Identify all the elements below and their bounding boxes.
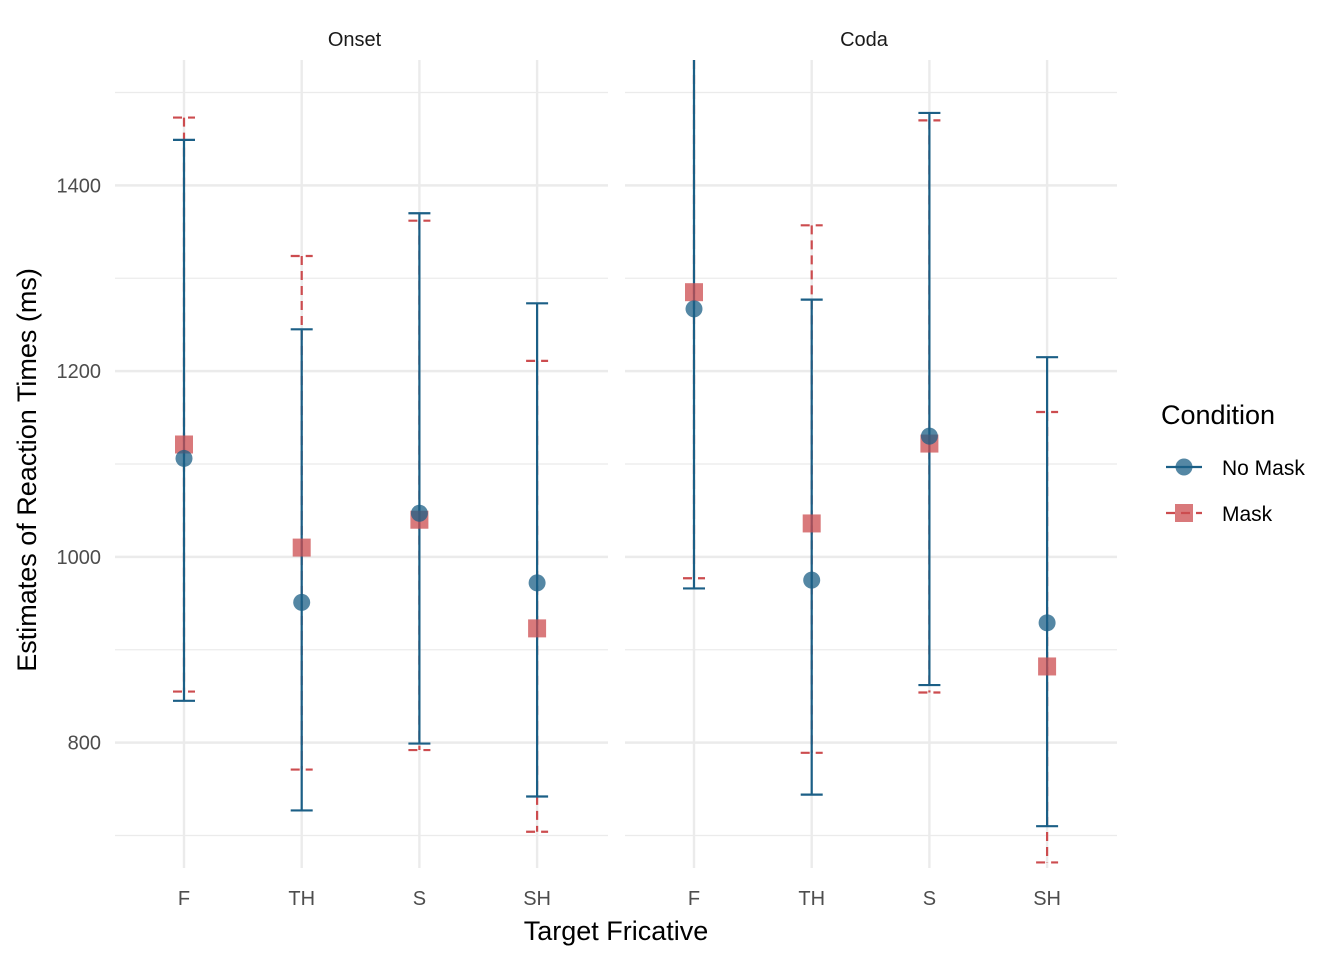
facet-panels: Onset F TH S SH 800 1000 1200 1400 Coda F TH S SH: [57, 29, 1117, 910]
y-tick-label: 1400: [57, 175, 102, 197]
x-tick-label: TH: [798, 888, 825, 910]
x-tick-label: F: [688, 888, 700, 910]
x-tick-label: F: [178, 888, 190, 910]
x-tick-label: SH: [1033, 888, 1061, 910]
data-point-no-mask: [803, 571, 821, 589]
data-point-no-mask: [920, 427, 938, 445]
data-point-no-mask: [1038, 614, 1056, 632]
legend: Condition No Mask Mask: [1161, 400, 1305, 526]
facet-panel-coda: Coda F TH S SH: [625, 29, 1117, 910]
legend-key-square: [1175, 504, 1193, 522]
x-axis-title: Target Fricative: [524, 916, 709, 946]
legend-key-circle: [1175, 458, 1193, 476]
x-tick-label: S: [413, 888, 426, 910]
facet-strip-label: Onset: [328, 29, 382, 51]
data-point-mask: [528, 619, 547, 638]
facet-panel-onset: Onset F TH S SH 800 1000 1200 1400: [57, 29, 608, 910]
legend-title: Condition: [1161, 400, 1275, 430]
y-tick-label: 1200: [57, 361, 102, 383]
facet-strip-label: Coda: [840, 29, 889, 51]
data-point-mask: [292, 538, 311, 557]
y-axis-title: Estimates of Reaction Times (ms): [12, 268, 42, 672]
data-point-mask: [175, 435, 193, 454]
data-point-no-mask: [528, 574, 546, 592]
x-tick-label: SH: [523, 888, 551, 910]
data-point-mask: [685, 283, 703, 302]
data-point-mask: [802, 514, 821, 533]
data-point-no-mask: [293, 593, 311, 611]
x-tick-label: S: [923, 888, 936, 910]
y-tick-label: 1000: [57, 547, 102, 569]
data-point-no-mask: [685, 300, 703, 318]
legend-label: No Mask: [1222, 457, 1305, 480]
x-tick-label: TH: [288, 888, 315, 910]
legend-label: Mask: [1222, 503, 1273, 526]
y-tick-label: 800: [68, 733, 101, 755]
data-point-mask: [1038, 657, 1057, 676]
data-point-no-mask: [175, 449, 193, 467]
data-point-no-mask: [410, 504, 428, 522]
